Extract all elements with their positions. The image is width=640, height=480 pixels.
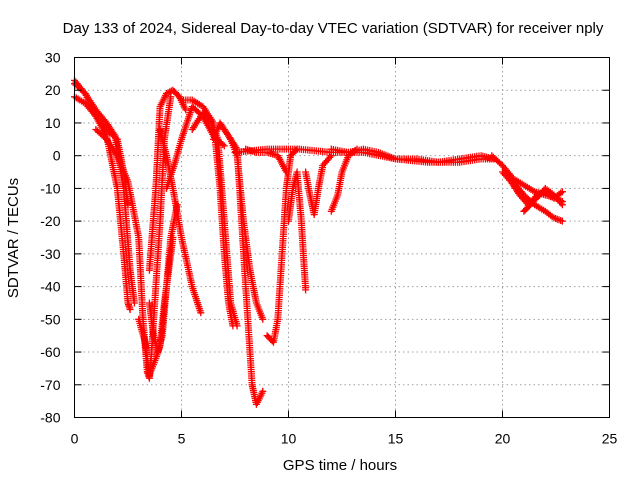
y-tick-label: -40 bbox=[40, 279, 60, 295]
series-arc-15 bbox=[263, 145, 301, 346]
series-arc-11 bbox=[188, 109, 241, 330]
y-axis-title: SDTVAR / TECUs bbox=[5, 178, 22, 298]
y-tick-label: -60 bbox=[40, 344, 60, 360]
x-axis-title: GPS time / hours bbox=[283, 457, 397, 474]
series-arc-13 bbox=[220, 126, 267, 323]
chart-title: Day 133 of 2024, Sidereal Day-to-day VTE… bbox=[63, 20, 604, 37]
series-arc-24 bbox=[520, 188, 566, 215]
y-tick-label: -30 bbox=[40, 246, 60, 262]
x-tick-label: 5 bbox=[178, 431, 186, 447]
series-arc-7 bbox=[145, 86, 190, 274]
data-point-markers bbox=[156, 126, 205, 317]
data-point-markers bbox=[285, 168, 310, 294]
x-tick-label: 20 bbox=[495, 431, 511, 447]
x-tick-label: 0 bbox=[71, 431, 79, 447]
data-point-markers bbox=[327, 145, 361, 215]
y-tick-label: -50 bbox=[40, 311, 60, 327]
y-tick-label: -10 bbox=[40, 180, 60, 196]
y-tick-label: 30 bbox=[45, 50, 61, 66]
axis-ticks-layer bbox=[74, 57, 610, 418]
data-point-markers bbox=[220, 126, 267, 323]
data-point-markers bbox=[520, 188, 566, 215]
data-points-layer bbox=[71, 76, 566, 408]
data-point-markers bbox=[327, 145, 498, 166]
data-point-markers bbox=[71, 76, 138, 307]
data-point-markers bbox=[145, 201, 181, 356]
series-arc-16 bbox=[285, 168, 310, 294]
data-point-markers bbox=[188, 109, 241, 330]
y-tick-label: 10 bbox=[45, 115, 61, 131]
series-arc-18 bbox=[327, 145, 361, 215]
x-tick-label: 25 bbox=[602, 431, 618, 447]
series-arc-6 bbox=[145, 201, 181, 356]
y-tick-label: -80 bbox=[40, 410, 60, 426]
tick-labels-layer: 0 5 10 15 20 25 30 20 10 0 -10 -20 -30 -40 -50 -60 -70 -8… bbox=[40, 50, 617, 447]
series-arc-20 bbox=[327, 145, 498, 166]
y-tick-label: -70 bbox=[40, 377, 60, 393]
x-tick-label: 15 bbox=[388, 431, 404, 447]
y-tick-label: 20 bbox=[45, 82, 61, 98]
series-arc-3 bbox=[71, 76, 138, 307]
y-tick-label: 0 bbox=[53, 148, 61, 164]
data-point-markers bbox=[263, 145, 301, 346]
series-arc-8 bbox=[156, 126, 205, 317]
series-arc-17 bbox=[302, 152, 335, 219]
y-tick-label: -20 bbox=[40, 213, 60, 229]
x-tick-label: 10 bbox=[281, 431, 297, 447]
data-point-markers bbox=[302, 152, 335, 219]
plot-frame bbox=[74, 57, 610, 418]
data-point-markers bbox=[145, 86, 190, 274]
